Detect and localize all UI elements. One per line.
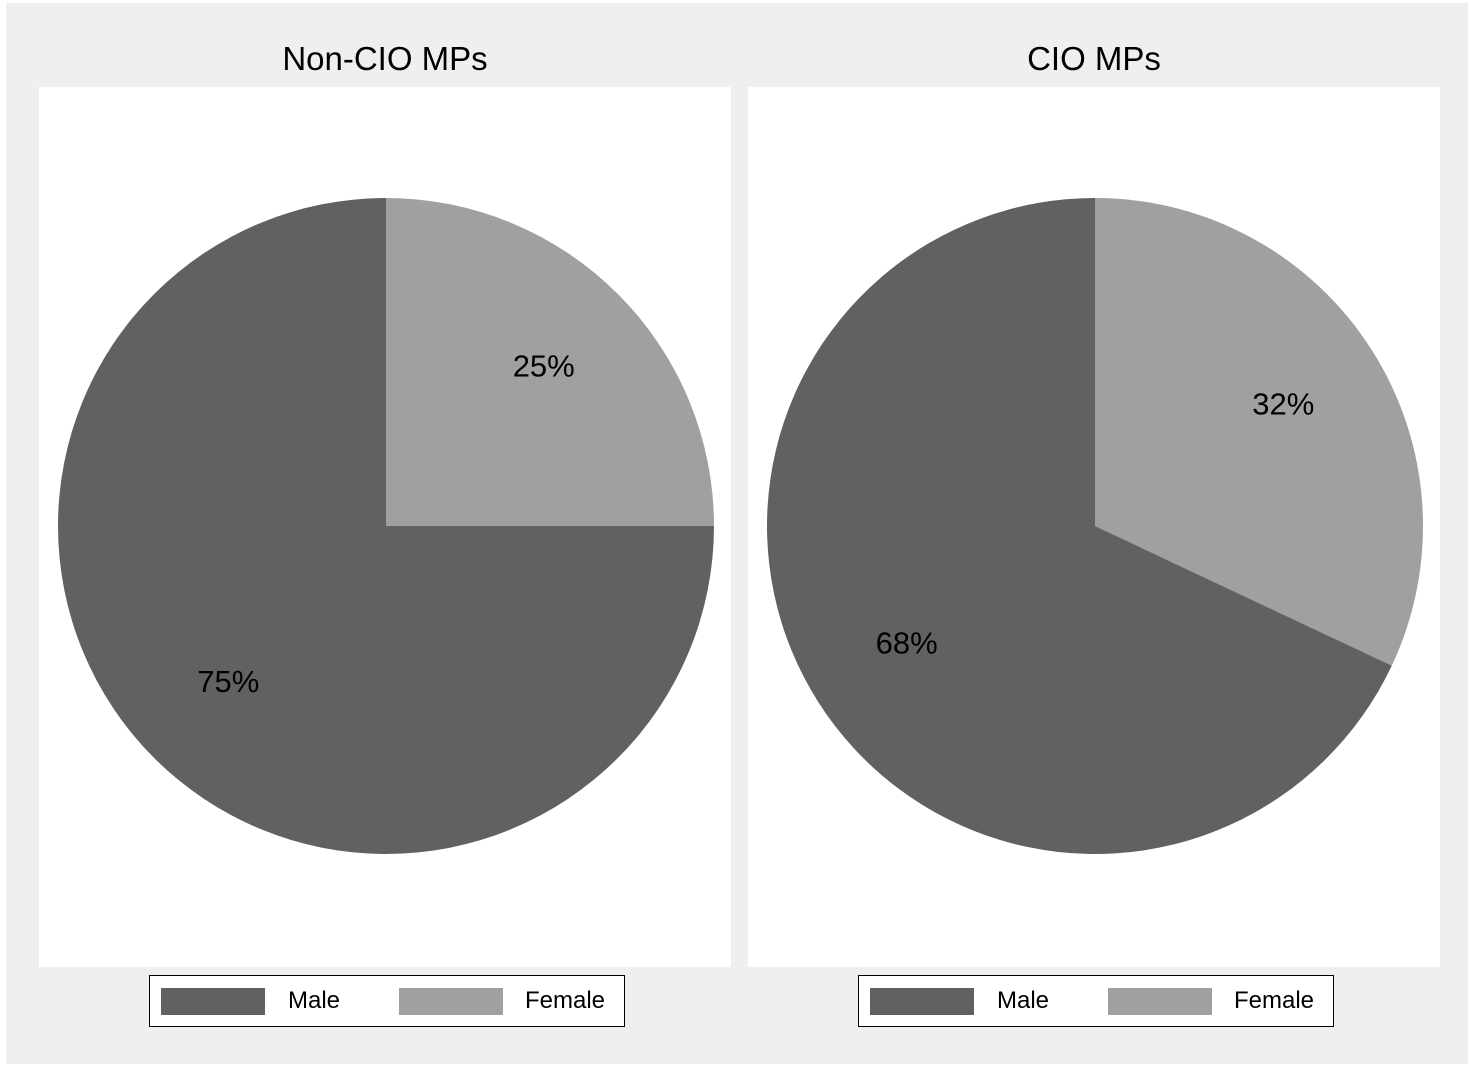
pie-slice-male — [58, 198, 714, 854]
slice-label-male: 68% — [876, 626, 938, 661]
pie-panel-non-cio: Non-CIO MPs 25% 75% Male Female — [39, 3, 739, 1064]
figure: Non-CIO MPs 25% 75% Male Female CIO MPs 3… — [6, 3, 1468, 1064]
plot-area: 25% 75% — [39, 87, 731, 967]
legend-swatch-female — [1108, 988, 1212, 1015]
pie-slice-male — [766, 198, 1392, 855]
legend-swatch-female — [399, 988, 503, 1015]
legend-label-male: Male — [288, 987, 341, 1014]
pie-slice-female — [386, 198, 714, 526]
chart-title: Non-CIO MPs — [282, 40, 488, 77]
legend-label-female: Female — [525, 987, 606, 1014]
chart-title: CIO MPs — [1027, 40, 1161, 77]
pie-chart: 25% 75% — [58, 198, 714, 854]
legend-label-female: Female — [1234, 987, 1315, 1014]
legend-label-male: Male — [997, 987, 1050, 1014]
pie-slice-female — [1095, 198, 1423, 666]
slice-label-female: 25% — [513, 348, 575, 383]
legend: Male Female — [858, 975, 1334, 1027]
slice-label-female: 32% — [1252, 387, 1314, 422]
slice-label-male: 75% — [197, 664, 259, 699]
legend-swatch-male — [161, 988, 265, 1015]
pie-panel-cio: CIO MPs 32% 68% Male Female — [748, 3, 1448, 1064]
plot-area: 32% 68% — [748, 87, 1440, 967]
legend: Male Female — [149, 975, 625, 1027]
legend-swatch-male — [870, 988, 974, 1015]
pie-chart: 32% 68% — [766, 198, 1423, 855]
